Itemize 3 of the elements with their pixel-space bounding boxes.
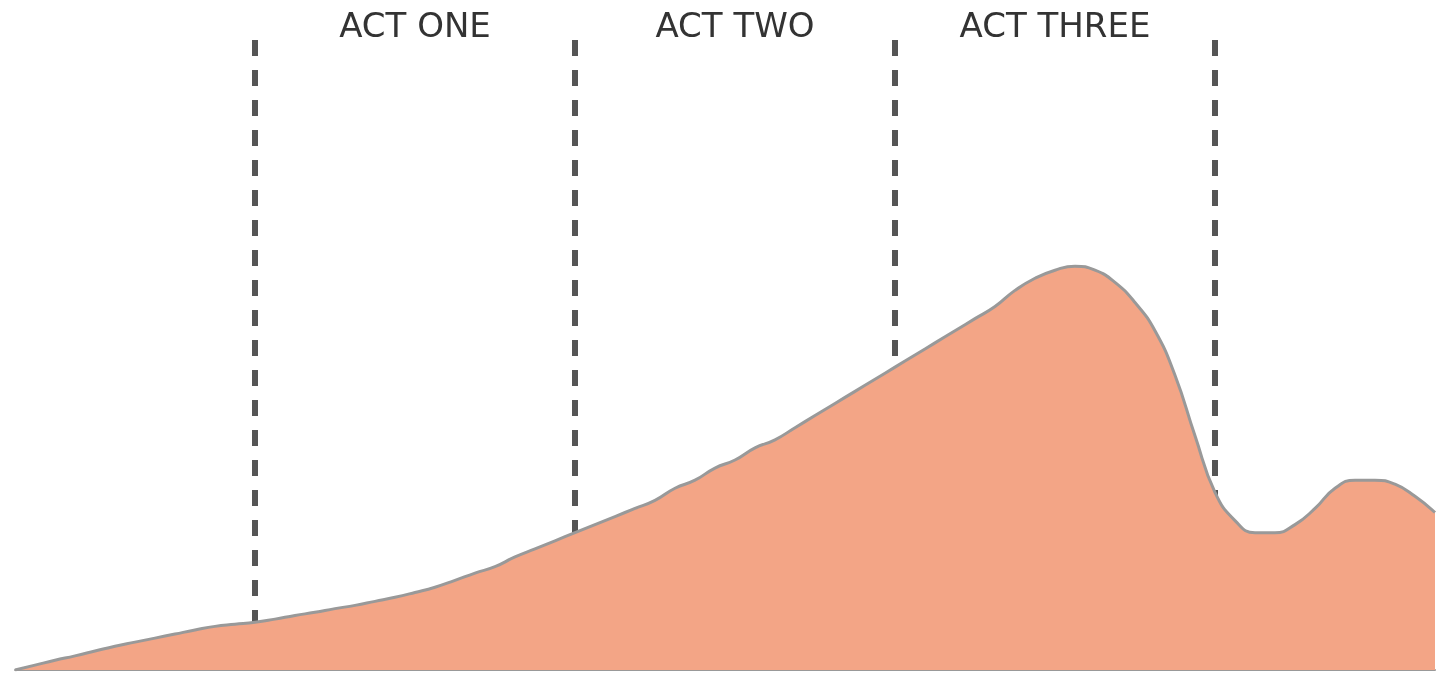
text: ACT TWO <box>655 5 815 45</box>
text: ACT THREE <box>959 5 1151 45</box>
text: ACT ONE <box>339 5 491 45</box>
